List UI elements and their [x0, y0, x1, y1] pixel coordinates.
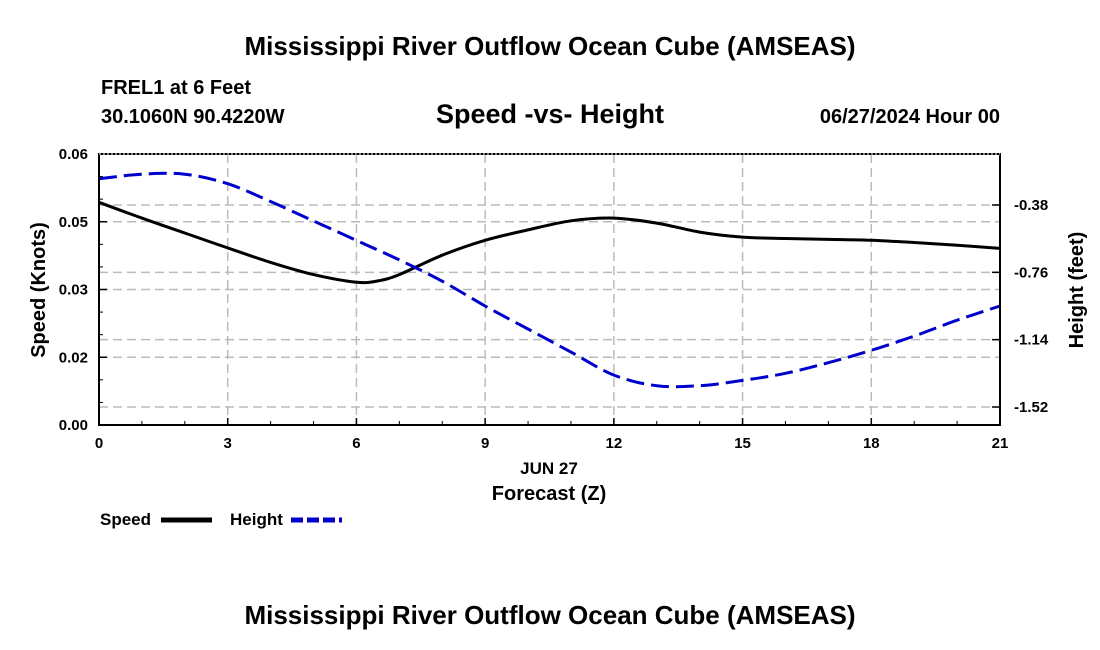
x-axis-title: Forecast (Z): [492, 483, 606, 505]
x-tick-label: 15: [734, 435, 751, 452]
axes: 0 3 6 9 12 15 18 21 0.00 0.02 0.03 0.05 0.06 -1.52 -1.…: [59, 146, 1049, 452]
footer-title: Mississippi River Outflow Ocean Cube (AM…: [244, 600, 856, 630]
x-tick-label: 9: [481, 435, 489, 452]
chart-title: Mississippi River Outflow Ocean Cube (AM…: [244, 31, 856, 61]
y2-axis-title: Height (feet): [1066, 232, 1088, 349]
legend: Speed Height: [100, 510, 342, 529]
y2-tick-label: -1.52: [1014, 399, 1048, 416]
legend-label-height: Height: [230, 510, 283, 529]
series-line-height: [98, 171, 1001, 389]
y-tick-label: 0.05: [59, 214, 88, 231]
x-tick-label: 6: [352, 435, 360, 452]
y-tick-label: 0.02: [59, 349, 88, 366]
y-tick-label: 0.06: [59, 146, 88, 163]
x-tick-label: 21: [992, 435, 1009, 452]
series-lines: [98, 171, 1001, 389]
station-coordinates: 30.1060N 90.4220W: [101, 106, 285, 128]
station-label: FREL1 at 6 Feet: [101, 77, 252, 99]
x-tick-label: 18: [863, 435, 880, 452]
legend-label-speed: Speed: [100, 510, 151, 529]
y2-tick-label: -0.76: [1014, 264, 1048, 281]
x-tick-label: 12: [606, 435, 623, 452]
y-axis-title: Speed (Knots): [28, 222, 50, 358]
y-tick-label: 0.00: [59, 417, 88, 434]
x-tick-label: 3: [224, 435, 232, 452]
y2-tick-label: -1.14: [1014, 332, 1049, 349]
chart-subtitle: Speed -vs- Height: [435, 99, 665, 129]
series-line-speed: [98, 200, 1001, 285]
grid-lines: [99, 154, 1000, 425]
forecast-datetime: 06/27/2024 Hour 00: [819, 106, 1000, 128]
x-axis-date-label: JUN 27: [520, 459, 578, 478]
y-tick-label: 0.03: [59, 282, 88, 299]
y2-tick-label: -0.38: [1014, 197, 1048, 214]
x-tick-label: 0: [95, 435, 103, 452]
